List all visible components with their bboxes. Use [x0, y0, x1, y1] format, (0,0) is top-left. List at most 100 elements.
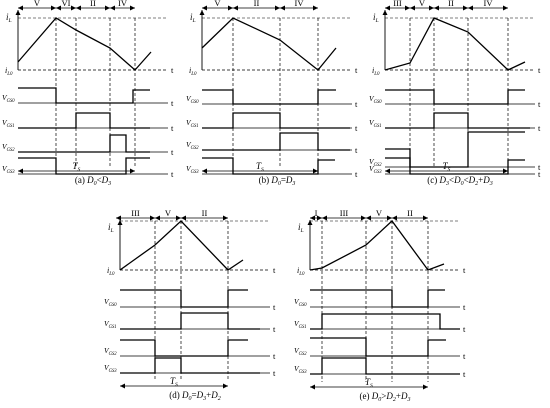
iL-waveform-e: [309, 220, 445, 271]
t-label-b-0: t: [355, 99, 358, 109]
stage-label-e-2: V: [376, 208, 383, 218]
gs-label-d-3: VGS3: [104, 363, 117, 374]
t-label-iL-a: t: [171, 65, 174, 75]
gs-waveform-a-0: [18, 87, 150, 104]
stage-arrow-c-3-head-left: [468, 5, 473, 11]
iL-waveform-d: [119, 220, 244, 271]
gs-waveform-c-2: [385, 131, 525, 168]
ts-arrow-d-head-right: [223, 383, 228, 389]
stage-arrow-e-2-head-left: [366, 215, 371, 221]
caption-c: (c) D3<D0<D2+D3: [427, 175, 492, 187]
ts-arrow-c-head-right: [503, 168, 508, 174]
iL0-label-a: iL0: [5, 66, 13, 77]
t-label-e-1: t: [463, 324, 466, 334]
gs-label-e-0: VGS0: [294, 297, 307, 308]
t-label-c-3: t: [538, 169, 541, 179]
t-label-b-1: t: [355, 123, 358, 133]
gs-label-e-3: VGS3: [294, 364, 307, 375]
iL-axis-arrow-d: [117, 220, 123, 225]
stage-arrow-b-0-head-right: [228, 5, 233, 11]
iL-axis-arrow-a: [15, 10, 21, 15]
gs-waveform-b-2: [202, 132, 350, 151]
stage-label-d-1: V: [165, 208, 172, 218]
ts-label-b: TS: [256, 161, 264, 173]
iL-axis-arrow-e: [307, 220, 313, 225]
t-label-iL-b: t: [355, 65, 358, 75]
iL0-label-b: iL0: [189, 66, 197, 77]
gs-label-d-1: VGS1: [104, 319, 117, 330]
t-label-a-1: t: [171, 123, 174, 133]
stage-arrow-e-0-head-left: [310, 215, 315, 221]
stage-arrow-e-2-head-right: [387, 215, 392, 221]
gs-label-a-1: VGS1: [2, 118, 15, 129]
gs-waveform-e-2: [310, 337, 446, 357]
stage-arrow-e-3-head-left: [392, 215, 397, 221]
stage-arrow-a-1-head-right: [71, 5, 76, 11]
gs-waveform-d-1: [120, 312, 260, 330]
gs-waveform-e-0: [310, 289, 445, 308]
stage-label-c-0: III: [393, 0, 402, 8]
gs-waveform-e-1: [310, 313, 460, 330]
t-label-c-1: t: [538, 123, 541, 133]
gs-waveform-e-3: [310, 357, 460, 375]
t-label-iL-c: t: [538, 65, 541, 75]
gs-waveform-a-1: [18, 112, 150, 129]
stage-arrow-a-1-head-left: [56, 5, 61, 11]
iL0-label-c: iL0: [372, 66, 380, 77]
gs-label-c-0: VGS0: [369, 94, 382, 105]
stage-arrow-c-1-head-left: [410, 5, 415, 11]
t-label-a-2: t: [171, 147, 174, 157]
stage-arrow-d-2-head-left: [181, 215, 186, 221]
t-label-d-2: t: [273, 351, 276, 361]
t-label-a-3: t: [171, 169, 174, 179]
t-label-d-0: t: [273, 302, 276, 312]
gs-waveform-a-3: [18, 157, 150, 175]
stage-arrow-e-1-head-left: [322, 215, 327, 221]
stage-label-b-0: V: [214, 0, 221, 8]
stage-label-d-0: III: [131, 208, 140, 218]
t-label-e-2: t: [463, 351, 466, 361]
iL-label-a: iL: [6, 12, 12, 24]
iL-label-d: iL: [108, 222, 114, 234]
ts-label-a: TS: [73, 161, 81, 173]
gs-label-d-2: VGS2: [104, 346, 117, 357]
stage-arrow-e-0-head-right: [317, 215, 322, 221]
stage-arrow-b-0-head-left: [202, 5, 207, 11]
stage-label-c-1: V: [419, 0, 426, 8]
gs-label-b-3: VGS3: [186, 164, 199, 175]
iL-label-b: iL: [190, 12, 196, 24]
ts-arrow-b-head-right: [313, 168, 318, 174]
gs-waveform-c-3: [385, 157, 525, 175]
stage-arrow-a-2-head-left: [76, 5, 81, 11]
stage-arrow-c-0-head-right: [405, 5, 410, 11]
stage-arrow-d-1-head-left: [155, 215, 160, 221]
iL0-label-d: iL0: [107, 266, 115, 277]
gs-waveform-a-2: [18, 134, 150, 153]
t-label-c-2: t: [538, 162, 541, 172]
stage-label-e-1: III: [340, 208, 349, 218]
gs-label-a-0: VGS0: [2, 93, 15, 104]
stage-arrow-d-2-head-right: [223, 215, 228, 221]
ts-arrow-b-head-left: [202, 168, 207, 174]
stage-arrow-c-2-head-left: [434, 5, 439, 11]
gs-waveform-c-1: [385, 112, 530, 129]
ts-arrow-c-head-left: [385, 168, 390, 174]
caption-a: (a) D0<D3: [75, 175, 111, 187]
stage-arrow-c-3-head-right: [503, 5, 508, 11]
stage-label-a-1: VI: [62, 0, 71, 8]
t-label-iL-e: t: [463, 265, 466, 275]
gs-label-c-3: VGS3: [369, 164, 382, 175]
t-label-e-0: t: [463, 302, 466, 312]
stage-arrow-e-1-head-right: [361, 215, 366, 221]
caption-b: (b) D0=D3: [259, 175, 296, 187]
stage-label-a-3: IV: [118, 0, 128, 8]
ts-label-d: TS: [170, 376, 178, 388]
ts-arrow-e-head-right: [423, 384, 428, 390]
caption-e: (e) D0>D2+D3: [360, 391, 411, 403]
stage-label-e-3: II: [407, 208, 413, 218]
ts-arrow-d-head-left: [120, 383, 125, 389]
gs-label-c-2: VGS2: [369, 157, 382, 168]
gs-waveform-c-0: [385, 89, 525, 105]
